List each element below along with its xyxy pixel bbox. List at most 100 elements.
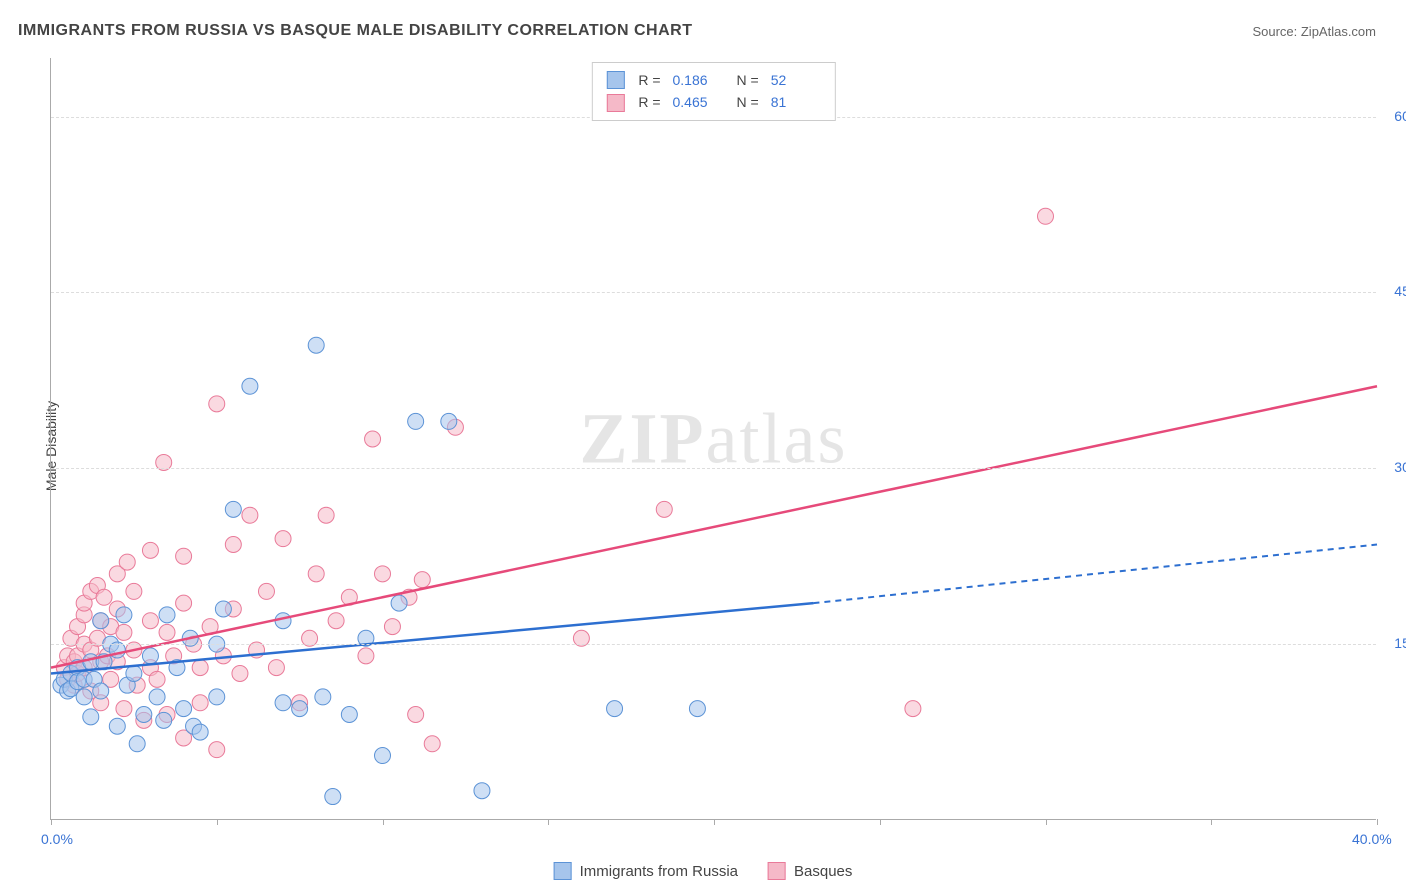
scatter-point-basques — [308, 566, 324, 582]
scatter-point-russia — [156, 712, 172, 728]
scatter-point-basques — [192, 695, 208, 711]
y-tick-label: 45.0% — [1394, 283, 1406, 299]
scatter-point-russia — [308, 337, 324, 353]
scatter-point-basques — [209, 742, 225, 758]
gridline — [51, 644, 1376, 645]
legend-item-basques: Basques — [768, 862, 852, 880]
scatter-point-russia — [607, 701, 623, 717]
source-attribution: Source: ZipAtlas.com — [1252, 24, 1376, 39]
scatter-point-russia — [341, 706, 357, 722]
scatter-point-russia — [176, 701, 192, 717]
r-label: R = — [638, 69, 660, 91]
y-tick-label: 60.0% — [1394, 108, 1406, 124]
scatter-point-russia — [129, 736, 145, 752]
scatter-point-russia — [689, 701, 705, 717]
scatter-point-russia — [209, 689, 225, 705]
scatter-point-basques — [209, 396, 225, 412]
scatter-point-basques — [275, 531, 291, 547]
chart-svg — [51, 58, 1376, 819]
scatter-point-russia — [142, 648, 158, 664]
swatch-russia-icon — [606, 71, 624, 89]
scatter-point-russia — [215, 601, 231, 617]
scatter-point-russia — [225, 501, 241, 517]
swatch-basques-icon — [768, 862, 786, 880]
n-value-basques: 81 — [771, 91, 821, 113]
scatter-point-basques — [328, 613, 344, 629]
scatter-point-russia — [441, 413, 457, 429]
x-tick — [1046, 819, 1047, 825]
x-tick — [548, 819, 549, 825]
x-tick — [1211, 819, 1212, 825]
scatter-point-basques — [192, 660, 208, 676]
r-value-basques: 0.465 — [673, 91, 723, 113]
scatter-point-basques — [149, 671, 165, 687]
plot-area: R = 0.186 N = 52 R = 0.465 N = 81 ZIPatl… — [50, 58, 1376, 820]
x-tick — [383, 819, 384, 825]
scatter-point-basques — [365, 431, 381, 447]
x-tick — [217, 819, 218, 825]
r-label: R = — [638, 91, 660, 113]
scatter-point-russia — [391, 595, 407, 611]
x-tick — [714, 819, 715, 825]
r-value-russia: 0.186 — [673, 69, 723, 91]
scatter-point-russia — [93, 683, 109, 699]
scatter-point-basques — [414, 572, 430, 588]
scatter-point-basques — [225, 537, 241, 553]
scatter-point-basques — [116, 701, 132, 717]
x-tick — [880, 819, 881, 825]
x-tick — [1377, 819, 1378, 825]
scatter-point-basques — [159, 624, 175, 640]
scatter-point-basques — [384, 619, 400, 635]
legend-label-russia: Immigrants from Russia — [580, 863, 738, 880]
n-value-russia: 52 — [771, 69, 821, 91]
scatter-point-russia — [149, 689, 165, 705]
regression-line-russia-dashed — [813, 545, 1377, 604]
scatter-point-russia — [192, 724, 208, 740]
correlation-legend: R = 0.186 N = 52 R = 0.465 N = 81 — [591, 62, 835, 121]
scatter-point-russia — [109, 718, 125, 734]
scatter-point-russia — [126, 665, 142, 681]
scatter-point-russia — [292, 701, 308, 717]
legend-row-russia: R = 0.186 N = 52 — [606, 69, 820, 91]
scatter-point-russia — [83, 709, 99, 725]
scatter-point-basques — [656, 501, 672, 517]
n-label: N = — [737, 69, 759, 91]
gridline — [51, 468, 1376, 469]
scatter-point-russia — [242, 378, 258, 394]
scatter-point-basques — [96, 589, 112, 605]
regression-line-basques — [51, 386, 1377, 667]
chart-title: IMMIGRANTS FROM RUSSIA VS BASQUE MALE DI… — [18, 22, 692, 40]
scatter-point-basques — [408, 706, 424, 722]
n-label: N = — [737, 91, 759, 113]
scatter-point-basques — [242, 507, 258, 523]
scatter-point-basques — [176, 595, 192, 611]
scatter-point-basques — [126, 583, 142, 599]
x-tick-label: 0.0% — [41, 831, 73, 847]
legend-item-russia: Immigrants from Russia — [554, 862, 738, 880]
source-name: ZipAtlas.com — [1301, 24, 1376, 39]
scatter-point-russia — [116, 607, 132, 623]
scatter-point-basques — [358, 648, 374, 664]
y-tick-label: 30.0% — [1394, 459, 1406, 475]
scatter-point-basques — [116, 624, 132, 640]
gridline — [51, 292, 1376, 293]
scatter-point-russia — [159, 607, 175, 623]
x-tick — [51, 819, 52, 825]
scatter-point-russia — [275, 695, 291, 711]
legend-label-basques: Basques — [794, 863, 852, 880]
scatter-point-basques — [142, 542, 158, 558]
scatter-point-basques — [905, 701, 921, 717]
scatter-point-russia — [375, 748, 391, 764]
scatter-point-russia — [315, 689, 331, 705]
scatter-point-russia — [136, 706, 152, 722]
scatter-point-russia — [408, 413, 424, 429]
scatter-point-russia — [93, 613, 109, 629]
scatter-point-basques — [232, 665, 248, 681]
scatter-point-basques — [375, 566, 391, 582]
scatter-point-russia — [474, 783, 490, 799]
scatter-point-basques — [424, 736, 440, 752]
scatter-point-basques — [318, 507, 334, 523]
scatter-point-basques — [268, 660, 284, 676]
swatch-russia-icon — [554, 862, 572, 880]
legend-row-basques: R = 0.465 N = 81 — [606, 91, 820, 113]
